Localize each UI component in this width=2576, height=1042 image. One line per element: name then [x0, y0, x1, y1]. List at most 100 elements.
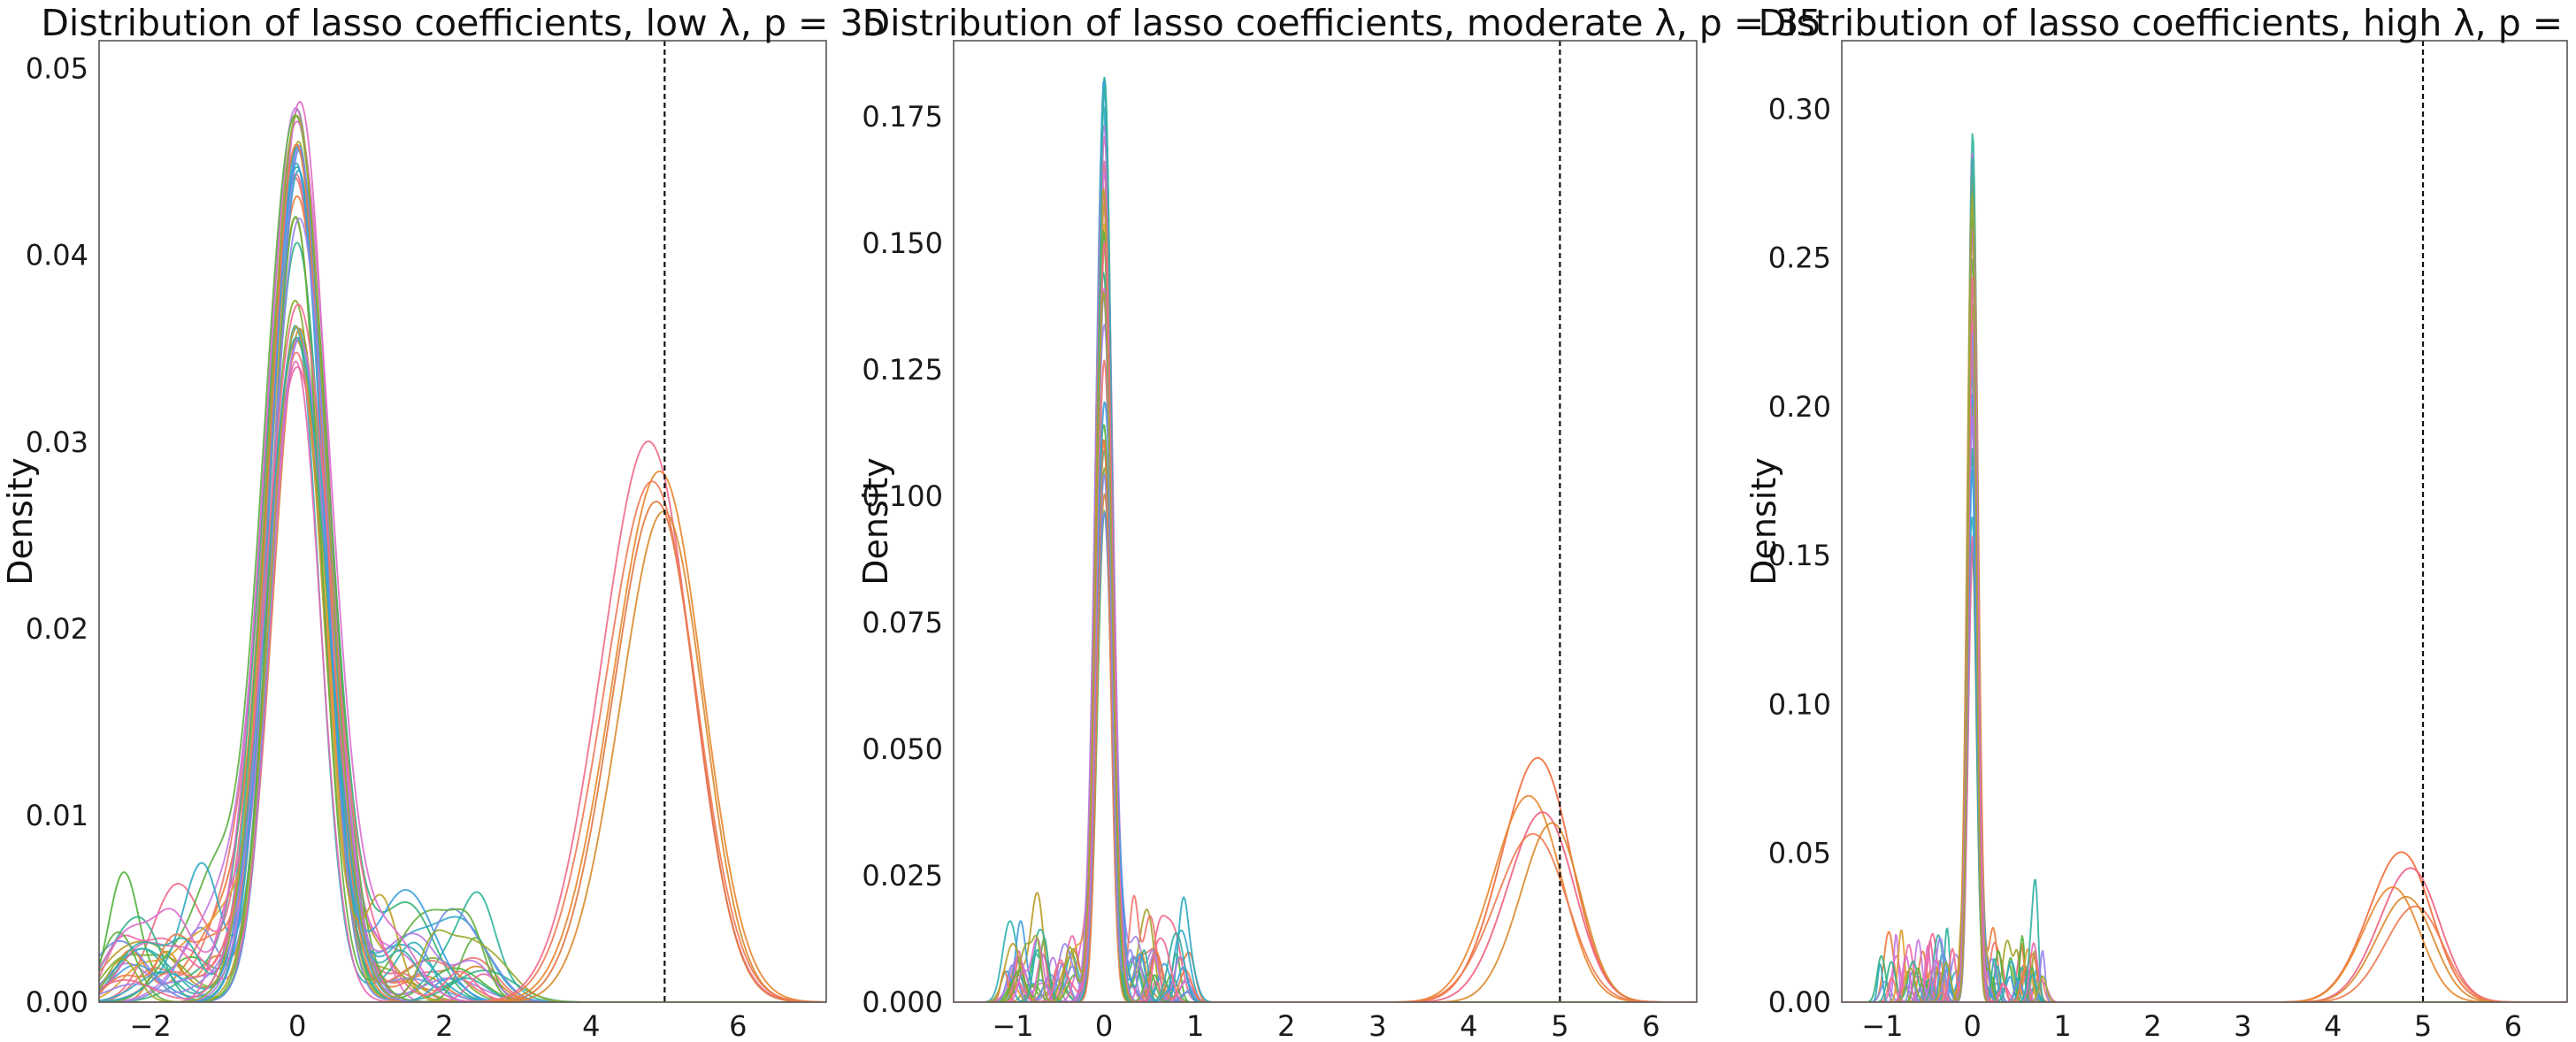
density-curve-noise-35 — [1842, 193, 2567, 1002]
y-tick-label: 0.075 — [862, 606, 943, 640]
density-curve-noise-25 — [99, 336, 826, 1002]
plot-area-frame — [98, 40, 827, 1003]
y-axis-label: Density — [856, 457, 895, 585]
density-curve-noise-6 — [1842, 303, 2567, 1002]
density-curve-noise-13 — [1842, 393, 2567, 1002]
density-curve-noise-6 — [99, 140, 826, 1002]
density-curve-noise-14 — [954, 473, 1697, 1002]
density-curve-noise-28 — [954, 188, 1697, 1002]
x-tick-label: 2 — [2143, 1009, 2161, 1042]
y-tick-label: 0.30 — [1768, 92, 1831, 126]
y-tick-label: 0.15 — [1768, 539, 1831, 572]
y-tick-label: 0.03 — [26, 425, 88, 459]
y-tick-label: 0.02 — [26, 612, 88, 646]
y-tick-label: 0.125 — [862, 353, 943, 387]
density-curve-noise-23 — [99, 169, 826, 1002]
x-tick-label: 2 — [1277, 1009, 1295, 1042]
density-curve-noise-2 — [99, 177, 826, 1002]
x-tick-label: 4 — [2324, 1009, 2342, 1042]
plot-area-frame — [1841, 40, 2568, 1003]
density-curve-noise-13 — [954, 80, 1697, 1002]
x-tick-label: 4 — [582, 1009, 600, 1042]
x-tick-label: 1 — [2053, 1009, 2071, 1042]
y-tick-label: 0.01 — [26, 799, 88, 832]
density-curve-noise-30 — [99, 336, 826, 1002]
density-curve-noise-12 — [1842, 456, 2567, 1002]
density-curve-noise-2 — [1842, 359, 2567, 1002]
density-curve-noise-4 — [99, 327, 826, 1002]
density-curve-noise-25 — [954, 125, 1697, 1002]
density-curve-signal-4 — [99, 510, 826, 1002]
density-curve-signal-2 — [1842, 867, 2567, 1002]
x-tick-label: 0 — [288, 1009, 306, 1042]
density-curve-noise-14 — [1842, 423, 2567, 1002]
density-curve-noise-13 — [99, 326, 826, 1002]
subplot-high-lambda: −1 0 1 2 3 4 5 6 0.00 0.05 0.10 0.15 0.20 0.25 0.30 Den… — [1744, 2, 2576, 1042]
density-curve-noise-35 — [99, 114, 826, 1002]
density-curve-signal-5 — [1842, 905, 2567, 1002]
x-tick-label: 1 — [1186, 1009, 1204, 1042]
density-curve-noise-30 — [954, 85, 1697, 1002]
x-tick-label: −1 — [1861, 1009, 1903, 1042]
subplot-moderate-lambda: −1 0 1 2 3 4 5 6 0.000 0.025 0.050 0.075 0.100 0.125 0… — [856, 2, 1821, 1042]
density-curve-noise-12 — [99, 148, 826, 1002]
density-curves — [99, 100, 826, 1002]
density-curve-noise-24 — [1842, 277, 2567, 1002]
density-curve-noise-22 — [1842, 448, 2567, 1002]
density-curve-signal-3 — [1842, 886, 2567, 1002]
density-curve-noise-7 — [99, 299, 826, 1002]
density-curve-noise-28 — [1842, 336, 2567, 1002]
y-axis-label: Density — [1744, 457, 1783, 585]
density-curve-noise-21 — [99, 114, 826, 1002]
density-curve-noise-20 — [954, 223, 1697, 1002]
density-curve-noise-7 — [954, 467, 1697, 1002]
density-curve-noise-6 — [954, 164, 1697, 1002]
density-curve-noise-1 — [1842, 180, 2567, 1002]
density-curve-signal-1 — [1842, 851, 2567, 1002]
density-curve-noise-33 — [1842, 228, 2567, 1002]
x-tick-label: 3 — [1368, 1009, 1386, 1042]
density-curve-noise-3 — [1842, 178, 2567, 1002]
density-curve-noise-20 — [1842, 172, 2567, 1002]
density-curve-noise-16 — [954, 171, 1697, 1002]
y-tick-label: 0.100 — [862, 479, 943, 513]
chart-title: Distribution of lasso coefficients, low … — [41, 2, 886, 44]
y-tick-label: 0.025 — [862, 859, 943, 893]
density-curve-noise-28 — [99, 326, 826, 1002]
density-curve-noise-9 — [954, 76, 1697, 1002]
density-curve-noise-18 — [1842, 322, 2567, 1002]
density-curve-noise-5 — [954, 199, 1697, 1002]
density-curve-noise-5 — [1842, 402, 2567, 1002]
density-curve-signal-3 — [954, 811, 1697, 1002]
density-curve-noise-29 — [954, 229, 1697, 1002]
density-curve-noise-23 — [1842, 541, 2567, 1002]
density-curve-noise-10 — [1842, 133, 2567, 1002]
density-curve-noise-2 — [954, 359, 1697, 1002]
density-curve-noise-19 — [1842, 554, 2567, 1002]
x-tick-label: 0 — [1095, 1009, 1113, 1042]
density-curve-noise-32 — [1842, 332, 2567, 1002]
density-curve-noise-23 — [954, 103, 1697, 1002]
density-curve-noise-26 — [954, 160, 1697, 1002]
density-curve-signal-2 — [99, 471, 826, 1002]
density-curve-noise-8 — [1842, 258, 2567, 1002]
y-tick-label: 0.20 — [1768, 390, 1831, 424]
density-curve-noise-25 — [1842, 415, 2567, 1002]
x-tick-label: 6 — [1642, 1009, 1660, 1042]
density-curve-noise-11 — [954, 77, 1697, 1002]
density-curve-noise-31 — [1842, 468, 2567, 1002]
density-curve-noise-11 — [1842, 516, 2567, 1002]
density-curve-noise-20 — [99, 217, 826, 1002]
chart-title: Distribution of lasso coefficients, mode… — [862, 2, 1822, 44]
x-tick-label: −1 — [992, 1009, 1033, 1042]
density-curve-noise-14 — [99, 144, 826, 1002]
x-tick-label: 0 — [1964, 1009, 1982, 1042]
y-axis-label: Density — [1, 457, 40, 585]
density-curves — [954, 76, 1697, 1002]
y-tick-label: 0.25 — [1768, 241, 1831, 275]
x-tick-label: 2 — [435, 1009, 453, 1042]
density-curve-noise-1 — [954, 185, 1697, 1002]
y-tick-label: 0.05 — [26, 52, 88, 86]
density-curve-noise-9 — [1842, 370, 2567, 1002]
